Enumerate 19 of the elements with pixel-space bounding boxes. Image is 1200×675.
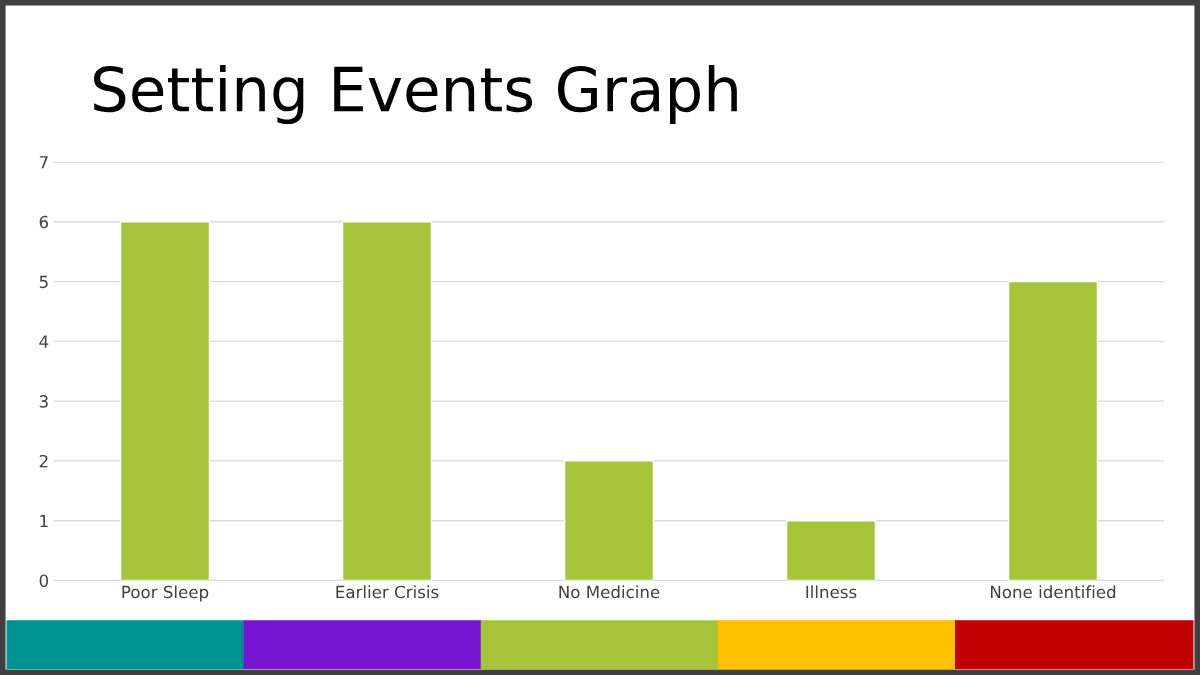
y-tick-label: 2 bbox=[39, 454, 48, 468]
y-tick-label: 3 bbox=[39, 395, 48, 408]
y-tick-label: 6 bbox=[39, 215, 49, 229]
bar bbox=[119, 221, 211, 581]
y-tick-label: 7 bbox=[39, 156, 48, 169]
y-tick-label: 5 bbox=[39, 275, 48, 289]
chart-title: Setting Events Graph bbox=[94, 64, 737, 125]
x-tick-label: Poor Sleep bbox=[122, 585, 209, 602]
bar bbox=[563, 460, 655, 581]
bar bbox=[341, 221, 433, 581]
x-tick-label: No Medicine bbox=[559, 585, 660, 599]
x-tick-label: None identified bbox=[990, 585, 1116, 599]
x-tick-label: Earlier Crisis bbox=[336, 585, 439, 599]
y-tick-label: 4 bbox=[39, 335, 49, 348]
y-tick-label: 0 bbox=[39, 574, 49, 588]
bar bbox=[1007, 280, 1099, 581]
y-tick-label: 1 bbox=[40, 514, 48, 528]
x-tick-label: Illness bbox=[806, 585, 857, 599]
bar bbox=[785, 520, 877, 581]
